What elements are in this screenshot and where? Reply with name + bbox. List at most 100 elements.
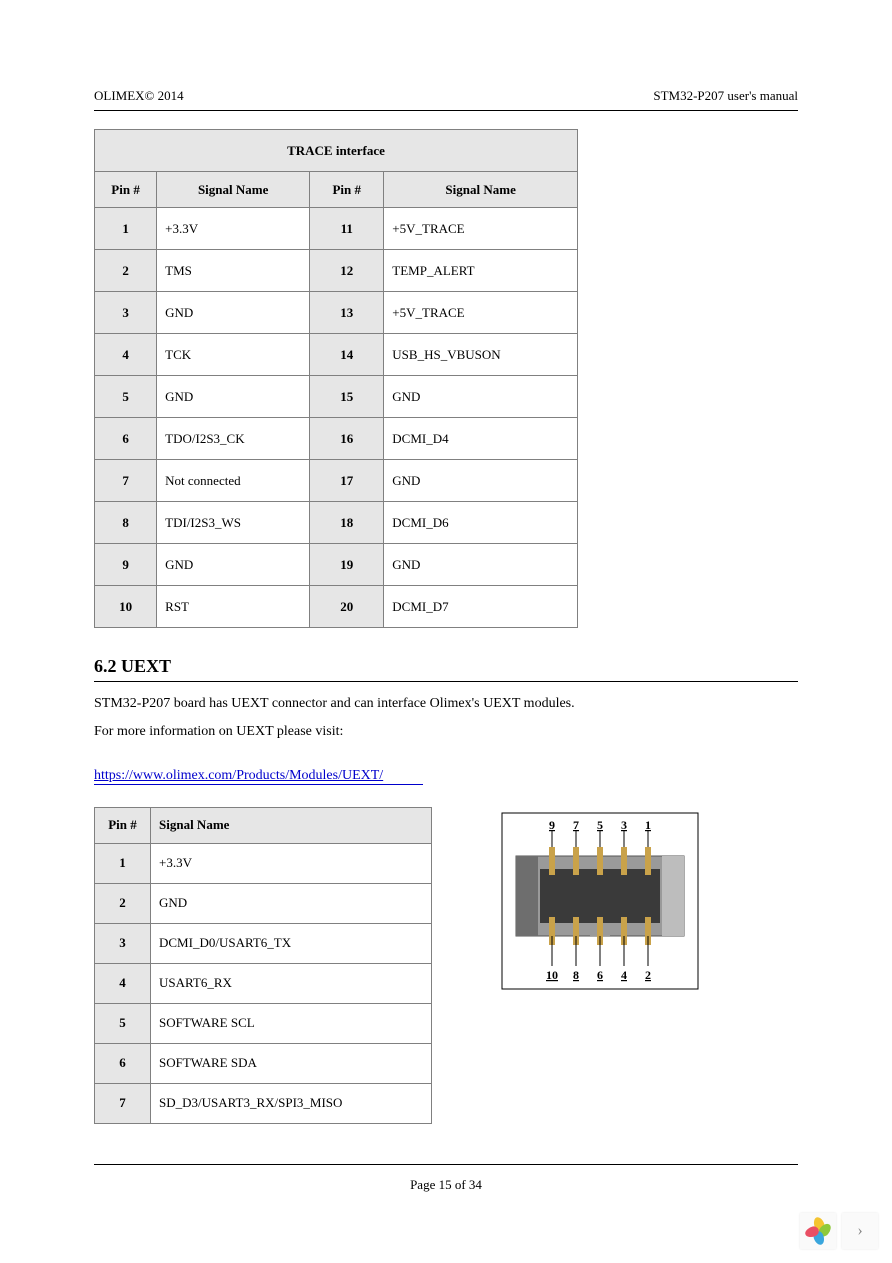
trace-sig: TMS [157,250,310,292]
trace-sig: GND [157,292,310,334]
header-rule [94,110,798,111]
trace-pin: 18 [310,502,384,544]
trace-pin: 7 [95,460,157,502]
table-row: 4TCK14USB_HS_VBUSON [95,334,578,376]
section-rule [94,681,798,682]
trace-pin: 14 [310,334,384,376]
uext-hdr-pin: Pin # [95,807,151,843]
trace-sig: GND [384,544,578,586]
trace-sig: +5V_TRACE [384,292,578,334]
next-page-button[interactable]: › [842,1213,878,1249]
trace-sig: +3.3V [157,208,310,250]
trace-sig: TCK [157,334,310,376]
svg-text:3: 3 [621,818,627,832]
trace-sig: GND [157,376,310,418]
table-row: 10RST20DCMI_D7 [95,586,578,628]
svg-text:2: 2 [645,968,651,982]
trace-pin: 5 [95,376,157,418]
svg-text:8: 8 [573,968,579,982]
trace-interface-table: TRACE interface Pin # Signal Name Pin # … [94,129,578,628]
trace-sig: GND [384,376,578,418]
svg-text:9: 9 [549,818,555,832]
trace-pin: 12 [310,250,384,292]
table-row: 7Not connected17GND [95,460,578,502]
table-row: 1+3.3V11+5V_TRACE [95,208,578,250]
trace-pin: 8 [95,502,157,544]
trace-pin: 11 [310,208,384,250]
table-row: 1+3.3V [95,843,432,883]
trace-pin: 15 [310,376,384,418]
trace-sig: DCMI_D4 [384,418,578,460]
table-row: 6TDO/I2S3_CK16DCMI_D4 [95,418,578,460]
header-left: OLIMEX© 2014 [94,88,184,104]
section-para2: For more information on UEXT please visi… [94,720,798,744]
svg-text:5: 5 [597,818,603,832]
trace-hdr-pin2: Pin # [310,172,384,208]
table-row: 6SOFTWARE SDA [95,1043,432,1083]
trace-pin: 20 [310,586,384,628]
page-footer: Page 15 of 34 [0,1177,892,1193]
trace-sig: RST [157,586,310,628]
trace-sig: TEMP_ALERT [384,250,578,292]
uext-pin: 7 [95,1083,151,1123]
uext-sig: SOFTWARE SCL [151,1003,432,1043]
trace-pin: 3 [95,292,157,334]
uext-pin: 2 [95,883,151,923]
trace-sig: DCMI_D7 [384,586,578,628]
table-row: 7SD_D3/USART3_RX/SPI3_MISO [95,1083,432,1123]
trace-hdr-sig2: Signal Name [384,172,578,208]
table-row: 2GND [95,883,432,923]
uext-pin: 1 [95,843,151,883]
section-title: 6.2 UEXT [94,656,798,677]
trace-sig: TDO/I2S3_CK [157,418,310,460]
table-row: 3GND13+5V_TRACE [95,292,578,334]
svg-text:6: 6 [597,968,603,982]
trace-pin: 13 [310,292,384,334]
table-row: 5GND15GND [95,376,578,418]
trace-hdr-sig1: Signal Name [157,172,310,208]
trace-hdr-pin1: Pin # [95,172,157,208]
uext-table: Pin # Signal Name 1+3.3V2GND3DCMI_D0/USA… [94,807,432,1124]
logo-icon[interactable] [800,1213,836,1249]
table-row: 8TDI/I2S3_WS18DCMI_D6 [95,502,578,544]
uext-link[interactable]: https://www.olimex.com/Products/Modules/… [94,768,383,783]
uext-sig: +3.3V [151,843,432,883]
uext-hdr-sig: Signal Name [151,807,432,843]
svg-text:1: 1 [645,818,651,832]
table-row: 4USART6_RX [95,963,432,1003]
trace-pin: 19 [310,544,384,586]
trace-pin: 6 [95,418,157,460]
trace-pin: 16 [310,418,384,460]
trace-pin: 17 [310,460,384,502]
chevron-right-icon: › [857,1222,862,1240]
header-right: STM32-P207 user's manual [653,88,798,104]
trace-pin: 2 [95,250,157,292]
trace-pin: 4 [95,334,157,376]
trace-sig: Not connected [157,460,310,502]
uext-pin: 4 [95,963,151,1003]
trace-pin: 1 [95,208,157,250]
table-row: 3DCMI_D0/USART6_TX [95,923,432,963]
section-para1: STM32-P207 board has UEXT connector and … [94,692,798,716]
svg-text:10: 10 [546,968,558,982]
uext-connector-diagram: 9 7 5 3 1 10 8 6 4 2 [500,811,700,996]
trace-sig: GND [157,544,310,586]
trace-sig: DCMI_D6 [384,502,578,544]
trace-sig: GND [384,460,578,502]
footer-rule [94,1164,798,1165]
page-header: OLIMEX© 2014 STM32-P207 user's manual [94,88,798,104]
uext-pin: 5 [95,1003,151,1043]
svg-text:4: 4 [621,968,627,982]
uext-sig: USART6_RX [151,963,432,1003]
uext-sig: SOFTWARE SDA [151,1043,432,1083]
trace-sig: TDI/I2S3_WS [157,502,310,544]
table-row: 9GND19GND [95,544,578,586]
uext-pin: 3 [95,923,151,963]
trace-sig: USB_HS_VBUSON [384,334,578,376]
trace-pin: 10 [95,586,157,628]
table-row: 5SOFTWARE SCL [95,1003,432,1043]
trace-sig: +5V_TRACE [384,208,578,250]
svg-text:7: 7 [573,818,579,832]
uext-sig: SD_D3/USART3_RX/SPI3_MISO [151,1083,432,1123]
trace-title: TRACE interface [95,130,578,172]
